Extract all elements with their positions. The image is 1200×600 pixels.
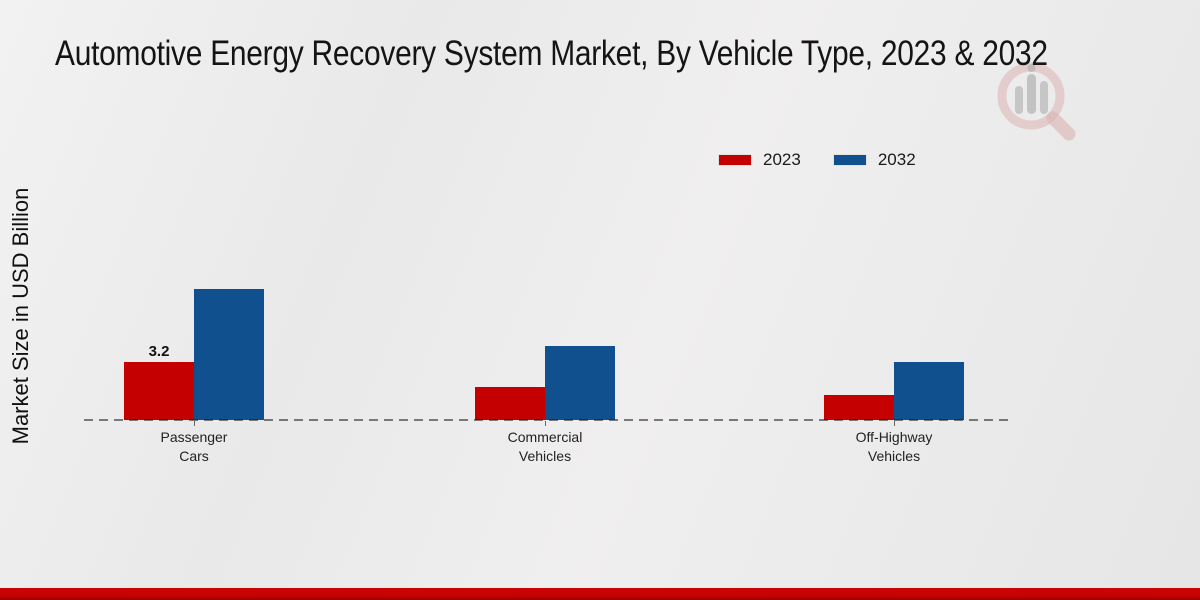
bar-2023-commercial-vehicles — [475, 387, 545, 420]
bar-group-off-highway-vehicles: Off-Highway Vehicles — [824, 250, 964, 464]
legend-label-2023: 2023 — [763, 150, 801, 169]
magnifier-bar-chart-logo-icon — [997, 62, 1076, 141]
category-label-off-highway-vehicles: Off-Highway Vehicles — [855, 429, 933, 464]
bar-2032-commercial-vehicles — [545, 346, 615, 420]
bar-group-passenger-cars: 3.2 Passenger Cars — [124, 250, 264, 464]
bar-2032-passenger-cars — [194, 289, 264, 420]
category-label-passenger-cars: Passenger Cars — [160, 429, 228, 464]
bar-2023-passenger-cars — [124, 362, 194, 420]
data-label-2023-passenger-cars: 3.2 — [148, 343, 170, 360]
x-axis-tick-passenger-cars — [194, 421, 195, 426]
legend-item-2023: 2023 — [718, 150, 801, 170]
bars-commercial-vehicles — [475, 250, 615, 420]
legend-item-2032: 2032 — [832, 150, 916, 170]
footer-red-band — [0, 588, 1200, 600]
bar-2023-off-highway-vehicles — [824, 395, 894, 420]
x-axis-tick-off-highway-vehicles — [894, 421, 895, 426]
bar-2032-off-highway-vehicles — [894, 362, 964, 420]
bars-off-highway-vehicles — [824, 250, 964, 420]
bar-group-commercial-vehicles: Commercial Vehicles — [475, 250, 615, 464]
legend-label-2032: 2032 — [877, 150, 916, 169]
x-axis-tick-commercial-vehicles — [545, 421, 546, 426]
legend-swatch-2023 — [718, 154, 752, 166]
bars-passenger-cars: 3.2 — [124, 250, 264, 420]
category-label-commercial-vehicles: Commercial Vehicles — [507, 429, 583, 464]
legend: 2023 2032 — [718, 150, 916, 170]
x-axis-dashed-baseline — [84, 419, 1008, 421]
chart-title: Automotive Energy Recovery System Market… — [55, 34, 1048, 73]
legend-swatch-2032 — [832, 154, 867, 166]
